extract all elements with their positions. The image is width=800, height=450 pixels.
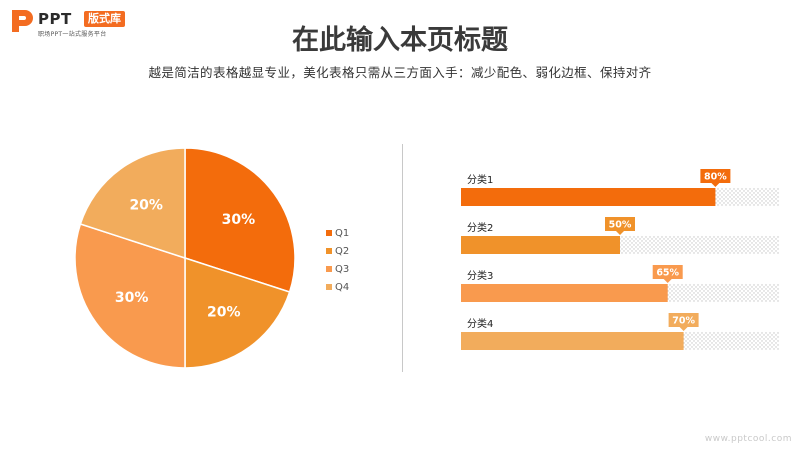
legend-label: Q4 (335, 281, 350, 293)
bar-fill (461, 236, 620, 254)
pie-data-label: 30% (222, 212, 256, 228)
bar-value-callout (668, 313, 699, 331)
pie-slice-q1 (184, 147, 296, 293)
pie-slice-q4 (79, 147, 186, 260)
logo-badge: 版式库 (84, 11, 125, 27)
bar-category-label: 分类4 (467, 317, 493, 330)
legend-label: Q1 (335, 227, 350, 239)
watermark: www.pptcool.com (704, 434, 792, 444)
legend-swatch (326, 230, 332, 236)
legend-item-q1: Q1 (326, 224, 349, 242)
logo-p-icon (12, 10, 33, 32)
bar-data-label: 70% (672, 316, 695, 327)
legend-label: Q3 (335, 263, 350, 275)
legend-item-q3: Q3 (326, 260, 349, 278)
bar-data-label: 65% (656, 268, 679, 279)
legend-swatch (326, 284, 332, 290)
bar-category-label: 分类2 (467, 221, 493, 234)
legend-item-q4: Q4 (326, 278, 349, 296)
legend-swatch (326, 248, 332, 254)
legend-label: Q2 (335, 245, 350, 257)
bar-fill (461, 332, 684, 350)
bar-value-callout (652, 265, 683, 283)
bar-data-label: 50% (609, 220, 632, 231)
logo-brand-text: PPT (38, 10, 72, 28)
pie-data-label: 30% (115, 290, 149, 306)
bar-value-callout (700, 169, 731, 187)
page-title: 在此输入本页标题 (292, 25, 508, 56)
logo-tagline: 职场PPT一站式服务平台 (38, 31, 107, 38)
page-subtitle: 越是简洁的表格越显专业，美化表格只需从三方面入手：减少配色、弱化边框、保持对齐 (148, 65, 652, 80)
bar-category-label: 分类1 (467, 173, 493, 186)
pie-legend: Q1 Q2 Q3 Q4 (326, 224, 349, 296)
pie-data-label: 20% (129, 198, 163, 214)
pie-slice-q2 (184, 256, 291, 369)
legend-item-q2: Q2 (326, 242, 349, 260)
pie-slice-q3 (74, 223, 186, 369)
divider (402, 144, 403, 372)
pie-chart: 30% 20% 30% 20% (74, 147, 296, 369)
pie-data-label: 20% (207, 304, 241, 320)
bar-data-label: 80% (704, 172, 727, 183)
bar-value-callout (605, 217, 635, 235)
bar-fill (461, 188, 716, 206)
bar-category-label: 分类3 (467, 269, 493, 282)
bar-chart: 分类1 80% 分类2 50% 分类3 65% 分类4 70% (461, 169, 779, 350)
bar-fill (461, 284, 668, 302)
legend-swatch (326, 266, 332, 272)
brand-logo: PPT 版式库 职场PPT一站式服务平台 (10, 8, 160, 38)
